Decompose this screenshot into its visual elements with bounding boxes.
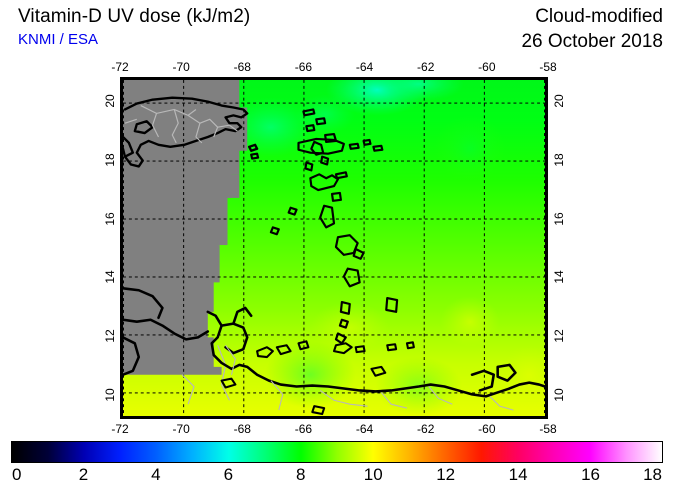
x-tick-label: -64 xyxy=(355,422,374,436)
x-tick-label: -68 xyxy=(233,60,251,74)
colorbar-gradient xyxy=(11,441,663,463)
y-tick-label: 16 xyxy=(552,211,566,226)
colorbar-tick-label: 14 xyxy=(508,465,528,484)
y-tick-label: 14 xyxy=(552,270,566,285)
y-tick-label: 20 xyxy=(103,93,117,108)
y-tick-label: 16 xyxy=(103,211,117,226)
y-tick-label: 10 xyxy=(103,388,117,403)
y-tick-label: 14 xyxy=(103,270,117,285)
x-tick-label: -62 xyxy=(417,422,435,436)
map-plot-frame xyxy=(120,77,548,419)
x-tick-label: -58 xyxy=(539,60,557,74)
colorbar-tick-label: 10 xyxy=(363,465,383,484)
colorbar-tick-label: 0 xyxy=(12,465,22,484)
leeward-antilles-outlines xyxy=(220,340,415,416)
south-america-coastline xyxy=(123,287,545,398)
colorbar-tick-label: 2 xyxy=(78,465,89,484)
colorbar-tick-label: 16 xyxy=(581,465,601,484)
colorbar-tick-label: 4 xyxy=(151,465,161,484)
y-tick-label: 18 xyxy=(103,152,117,167)
x-tick-label: -66 xyxy=(294,422,313,436)
x-tick-label: -60 xyxy=(478,60,496,74)
x-tick-label: -66 xyxy=(294,60,313,74)
date-label: 26 October 2018 xyxy=(521,31,663,52)
x-tick-label: -68 xyxy=(233,422,251,436)
colorbar-tick-label: 8 xyxy=(296,465,306,484)
colorbar xyxy=(11,441,663,463)
x-tick-label: -64 xyxy=(355,60,374,74)
colorbar-tick-label: 18 xyxy=(643,465,662,484)
colorbar-tick-label: 12 xyxy=(436,465,456,484)
y-tick-label: 12 xyxy=(103,329,117,344)
x-tick-label: -72 xyxy=(111,422,129,436)
nodata-mask xyxy=(123,80,248,375)
colorbar-tick-label: 6 xyxy=(223,465,234,484)
x-tick-label: -58 xyxy=(539,422,557,436)
page-title: Vitamin-D UV dose (kJ/m2) xyxy=(18,6,251,27)
x-tick-label: -72 xyxy=(111,60,129,74)
y-tick-label: 20 xyxy=(552,93,566,108)
x-tick-label: -62 xyxy=(417,60,435,74)
x-tick-label: -70 xyxy=(172,60,190,74)
x-tick-label: -60 xyxy=(478,422,496,436)
attribution-label: KNMI / ESA xyxy=(18,31,99,48)
y-tick-label: 10 xyxy=(552,388,566,403)
inland-features xyxy=(225,344,514,411)
administrative-borders xyxy=(124,105,238,405)
coastlines xyxy=(123,96,259,168)
map-raster xyxy=(123,80,545,416)
x-tick-label: -70 xyxy=(172,422,190,436)
y-tick-label: 12 xyxy=(552,329,566,344)
y-tick-label: 18 xyxy=(552,152,566,167)
map-gridlines xyxy=(123,80,545,416)
product-type-label: Cloud-modified xyxy=(535,6,663,27)
map-canvas xyxy=(123,80,545,416)
